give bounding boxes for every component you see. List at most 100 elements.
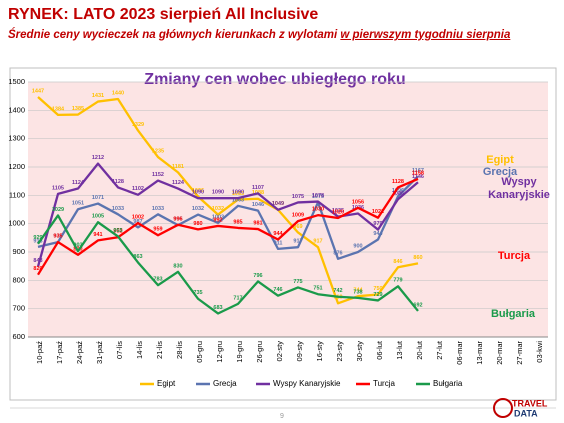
- x-tick-label: 06-mar: [455, 341, 464, 365]
- series-label: Turcja: [498, 250, 531, 262]
- logo-icon: [493, 398, 513, 418]
- value-label: 941: [93, 232, 102, 238]
- y-tick-label: 1400: [8, 105, 25, 114]
- value-label: 744: [353, 288, 363, 294]
- value-label: 830: [173, 263, 182, 269]
- value-label: 935: [53, 234, 62, 240]
- series-line: [37, 214, 419, 315]
- value-label: 903: [73, 243, 82, 249]
- value-label: 917: [313, 239, 322, 245]
- value-label: 1086: [392, 191, 404, 197]
- value-label: 1025: [332, 208, 344, 214]
- x-tick-label: 24-paź: [75, 341, 84, 364]
- legend-label: Turcja: [373, 379, 395, 388]
- x-tick-label: 16-sty: [315, 341, 324, 362]
- value-label: 1003: [212, 214, 224, 220]
- value-label: 1329: [132, 122, 144, 128]
- logo-bottom: DATA: [514, 408, 538, 418]
- value-label: 751: [313, 286, 322, 292]
- x-tick-label: 23-sty: [335, 341, 344, 362]
- value-label: 1105: [52, 185, 64, 191]
- value-label: 1005: [92, 214, 104, 220]
- value-label: 981: [253, 221, 262, 227]
- value-label: 735: [193, 290, 202, 296]
- value-label: 796: [253, 273, 262, 279]
- value-label: 746: [273, 287, 282, 293]
- value-label: 1002: [132, 215, 144, 221]
- value-label: 1146: [412, 174, 424, 180]
- value-label: 1096: [392, 188, 404, 194]
- legend-label: Wyspy Kanaryjskie: [273, 379, 341, 388]
- value-label: 1181: [172, 164, 184, 170]
- x-tick-label: 26-gru: [255, 341, 264, 363]
- value-label: 1056: [352, 199, 364, 205]
- x-tick-label: 14-lis: [135, 341, 144, 359]
- value-label: 1102: [132, 186, 144, 192]
- logo-top: TRAVEL: [512, 398, 548, 408]
- value-label: 969: [293, 224, 302, 230]
- value-label: 1090: [232, 190, 244, 196]
- value-label: 1033: [112, 206, 124, 212]
- y-tick-label: 900: [12, 247, 25, 256]
- x-tick-label: 07-lis: [115, 341, 124, 359]
- value-label: 876: [333, 250, 342, 256]
- value-label: 1124: [72, 180, 85, 186]
- legend-label: Egipt: [157, 379, 176, 388]
- x-tick-label: 13-mar: [475, 341, 484, 365]
- series-label: Bułgaria: [491, 308, 536, 320]
- value-label: 742: [333, 288, 342, 294]
- value-label: 750: [373, 286, 382, 292]
- plot-area: [28, 82, 548, 337]
- value-label: 1447: [32, 88, 44, 94]
- value-label: 1009: [292, 213, 304, 219]
- value-label: 935: [53, 234, 62, 240]
- value-label: 683: [213, 305, 222, 311]
- series-label: Grecja: [483, 166, 518, 178]
- series-label: Egipt: [486, 154, 514, 166]
- value-label: 985: [233, 219, 242, 225]
- value-label: 1212: [92, 155, 104, 161]
- slide-subtitle: Średnie ceny wycieczek na głównych kieru…: [8, 29, 510, 41]
- value-label: 1385: [72, 106, 84, 112]
- y-tick-label: 1200: [8, 162, 25, 171]
- chart: Zmiany cen wobec ubiegłego roku 9 TRAVEL…: [8, 67, 557, 420]
- x-tick-label: 02-sty: [275, 341, 284, 362]
- value-label: 820: [33, 266, 42, 272]
- value-label: 1085: [232, 191, 244, 197]
- value-label: 911: [274, 240, 283, 246]
- value-label: 1128: [112, 179, 124, 185]
- x-tick-label: 13-lut: [395, 340, 404, 360]
- value-label: 779: [393, 278, 402, 284]
- series-label: Wyspy Kanaryjskie: [488, 176, 550, 201]
- value-label: 1440: [112, 90, 124, 96]
- value-label: 1090: [212, 190, 224, 196]
- x-tick-label: 27-mar: [515, 341, 524, 365]
- value-label: 1049: [272, 201, 284, 207]
- y-tick-label: 800: [12, 275, 25, 284]
- x-tick-label: 20-mar: [495, 341, 504, 365]
- x-tick-label: 31-paź: [95, 341, 104, 364]
- value-label: 1063: [232, 197, 244, 203]
- value-label: 1032: [192, 206, 204, 212]
- value-label: 1431: [92, 93, 104, 99]
- value-label: 980: [193, 221, 202, 227]
- chart-title: Zmiany cen wobec ubiegłego roku: [144, 71, 405, 88]
- x-tick-label: 06-lut: [375, 340, 384, 360]
- value-label: 863: [133, 254, 142, 260]
- value-label: 979: [373, 221, 382, 227]
- value-label: 775: [293, 279, 302, 285]
- value-label: 1021: [372, 209, 384, 215]
- value-label: 717: [233, 295, 242, 301]
- value-label: 1020: [332, 209, 344, 215]
- slide-title: RYNEK: LATO 2023 sierpień All Inclusive: [8, 6, 319, 23]
- x-tick-label: 09-sty: [295, 341, 304, 362]
- value-label: 729: [373, 292, 382, 298]
- x-tick-label: 05-gru: [195, 341, 204, 363]
- value-label: 848: [33, 258, 42, 264]
- value-label: 1030: [312, 207, 324, 213]
- value-label: 1128: [392, 179, 404, 185]
- series-line: [37, 177, 419, 276]
- value-label: 1124: [172, 180, 185, 186]
- value-label: 944: [273, 231, 283, 237]
- value-label: 738: [353, 289, 362, 295]
